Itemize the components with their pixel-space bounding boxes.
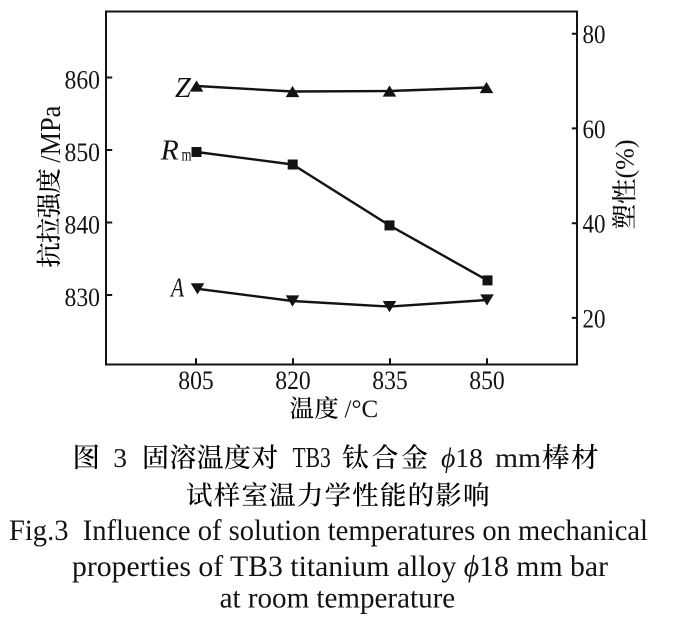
svg-text:830: 830 bbox=[65, 283, 101, 312]
svg-text:properties of TB3 titanium all: properties of TB3 titanium alloy ϕ18 mm … bbox=[72, 550, 608, 583]
svg-text:A: A bbox=[169, 273, 184, 303]
svg-text:860: 860 bbox=[65, 66, 101, 95]
svg-text:at room temperature: at room temperature bbox=[220, 582, 456, 615]
svg-text:/MPa: /MPa bbox=[36, 105, 67, 163]
svg-text:Fig.3 Influence of solution t: Fig.3 Influence of solution temperatures… bbox=[9, 514, 648, 547]
svg-text:ϕ18: ϕ18 bbox=[441, 442, 483, 473]
svg-text:3: 3 bbox=[113, 442, 127, 473]
svg-text:Z: Z bbox=[175, 72, 192, 104]
svg-text:840: 840 bbox=[65, 211, 101, 240]
svg-text:(%): (%) bbox=[611, 140, 640, 179]
svg-text:R: R bbox=[160, 135, 179, 167]
svg-text:820: 820 bbox=[275, 366, 311, 395]
svg-text:mm: mm bbox=[495, 442, 541, 473]
svg-text:850: 850 bbox=[469, 366, 505, 395]
svg-text:20: 20 bbox=[583, 304, 606, 333]
svg-text:/°C: /°C bbox=[345, 396, 379, 423]
svg-text:80: 80 bbox=[583, 20, 606, 49]
svg-text:m: m bbox=[182, 145, 192, 165]
svg-text:40: 40 bbox=[583, 210, 606, 239]
svg-text:850: 850 bbox=[65, 138, 101, 167]
svg-text:60: 60 bbox=[583, 115, 606, 144]
svg-text:TB3: TB3 bbox=[293, 443, 331, 474]
svg-text:835: 835 bbox=[372, 366, 408, 395]
svg-text:805: 805 bbox=[178, 366, 214, 395]
